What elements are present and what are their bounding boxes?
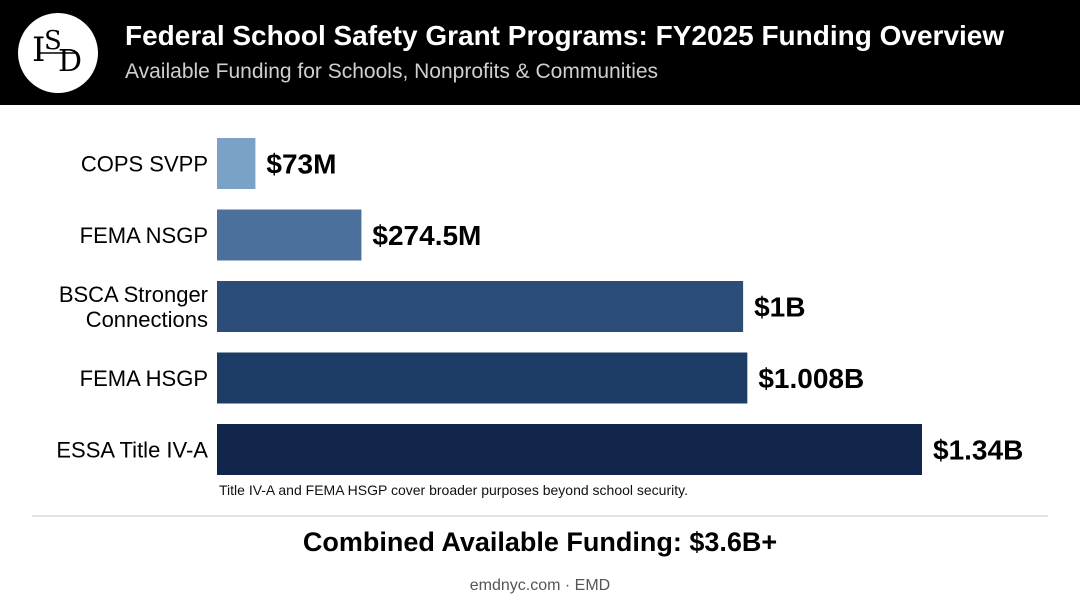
bar-chart: COPS SVPP $73M FEMA NSGP $274.5M BSCA Strong…: [56, 138, 1023, 475]
svg-text:I: I: [32, 30, 45, 70]
svg-text:D: D: [58, 44, 82, 79]
divider: [32, 515, 1048, 517]
chart-footnote: Title IV-A and FEMA HSGP cover broader p…: [219, 482, 688, 498]
bar: [217, 209, 362, 261]
value-label: $1B: [754, 292, 805, 323]
chart-title: Federal School Safety Grant Programs: FY…: [125, 20, 1005, 51]
category-label: COPS SVPP: [81, 152, 208, 177]
bar: [217, 138, 256, 189]
value-label: $73M: [266, 149, 336, 180]
chart-subtitle: Available Funding for Schools, Nonprofit…: [125, 60, 659, 83]
bar: [217, 424, 922, 475]
value-label: $274.5M: [372, 220, 481, 251]
category-label: FEMA HSGP: [80, 366, 208, 391]
category-label: BSCA Stronger Connections: [59, 282, 208, 332]
value-label: $1.34B: [933, 435, 1023, 466]
bar: [217, 281, 744, 332]
header-banner: I S D Federal School Safety Grant Progra…: [0, 0, 1080, 105]
category-label: ESSA Title IV-A: [56, 438, 208, 463]
category-label: FEMA NSGP: [80, 223, 208, 248]
source-footer: emdnyc.com · EMD: [469, 577, 611, 594]
value-label: $1.008B: [758, 363, 864, 394]
emd-logo: I S D: [18, 13, 98, 93]
svg-text:S: S: [44, 26, 62, 56]
bar: [217, 352, 748, 404]
combined-funding-total: Combined Available Funding: $3.6B+: [302, 527, 778, 557]
